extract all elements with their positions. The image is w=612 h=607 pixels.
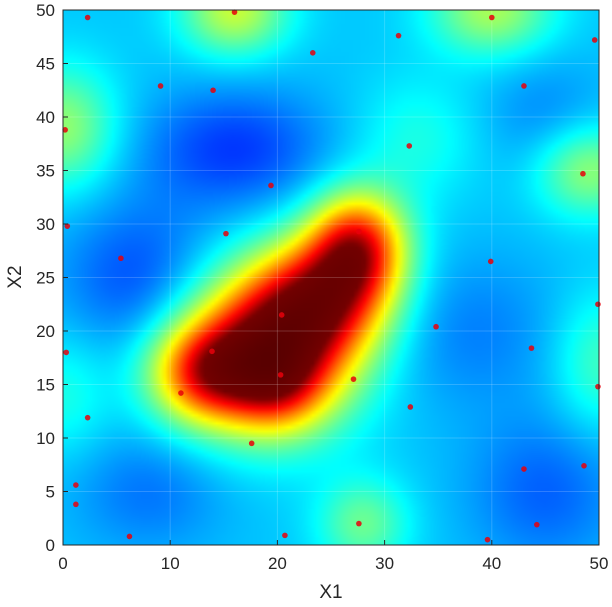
sample-point: [73, 482, 79, 488]
sample-point: [591, 37, 598, 43]
sample-point: [223, 230, 229, 237]
sample-point: [521, 466, 527, 472]
y-tick-label: 0: [46, 536, 55, 555]
y-tick-label: 30: [36, 215, 55, 234]
y-axis-title: X2: [5, 265, 26, 288]
sample-point: [277, 372, 284, 378]
y-tick-label: 10: [36, 429, 55, 448]
y-tick-label: 45: [36, 55, 55, 74]
sample-point: [63, 349, 70, 356]
x-tick-label: 40: [482, 554, 501, 573]
sample-point: [433, 323, 439, 330]
grid-lines: [62, 9, 600, 546]
sample-point: [210, 87, 216, 94]
x-tick-label: 0: [58, 554, 67, 573]
sample-point: [489, 14, 495, 21]
y-tick-label: 35: [36, 162, 55, 181]
sample-point: [248, 440, 255, 447]
y-tick-label: 50: [36, 1, 55, 20]
x-tick-label: 20: [268, 554, 287, 573]
y-axis-ticks: 0 5 10 15 20 25 30 35 40 45 50: [36, 1, 68, 555]
sample-point: [350, 376, 357, 382]
sample-point: [231, 9, 238, 15]
sample-point: [282, 532, 288, 539]
x-axis-title: X1: [319, 582, 342, 603]
sample-point: [157, 83, 164, 89]
sample-point: [73, 501, 79, 508]
sample-point: [395, 32, 402, 39]
sample-point: [356, 520, 362, 527]
sample-point: [484, 536, 491, 543]
x-tick-label: 50: [590, 554, 609, 573]
sample-point: [356, 228, 362, 235]
sample-point: [268, 182, 274, 189]
sample-point: [528, 345, 535, 351]
sample-point: [521, 83, 527, 89]
sample-points: [62, 9, 601, 543]
sample-point: [178, 390, 184, 396]
y-tick-label: 25: [36, 269, 55, 288]
y-tick-label: 20: [36, 322, 55, 341]
sample-point: [580, 170, 586, 177]
sample-point: [581, 463, 587, 469]
sample-point: [534, 521, 540, 528]
sample-point: [595, 383, 601, 390]
x-tick-label: 30: [375, 554, 394, 573]
sample-point: [84, 414, 91, 421]
sample-point: [64, 223, 71, 229]
sample-point: [118, 255, 124, 262]
y-tick-label: 40: [36, 108, 55, 127]
sample-point: [126, 533, 133, 540]
y-tick-label: 15: [36, 376, 55, 395]
sample-point: [62, 127, 68, 133]
heatmap-surface: [63, 10, 599, 545]
y-tick-label: 5: [46, 483, 55, 502]
sample-point: [407, 404, 414, 410]
sample-point: [84, 14, 91, 21]
sample-point: [209, 348, 215, 355]
sample-point: [595, 301, 601, 308]
sample-point: [278, 312, 285, 318]
x-tick-label: 10: [161, 554, 180, 573]
sample-point: [309, 50, 316, 56]
sample-point: [406, 143, 413, 149]
sample-point: [487, 258, 494, 265]
heatmap-image: [63, 10, 599, 545]
x-axis-ticks: 0 10 20 30 40 50: [58, 540, 608, 573]
